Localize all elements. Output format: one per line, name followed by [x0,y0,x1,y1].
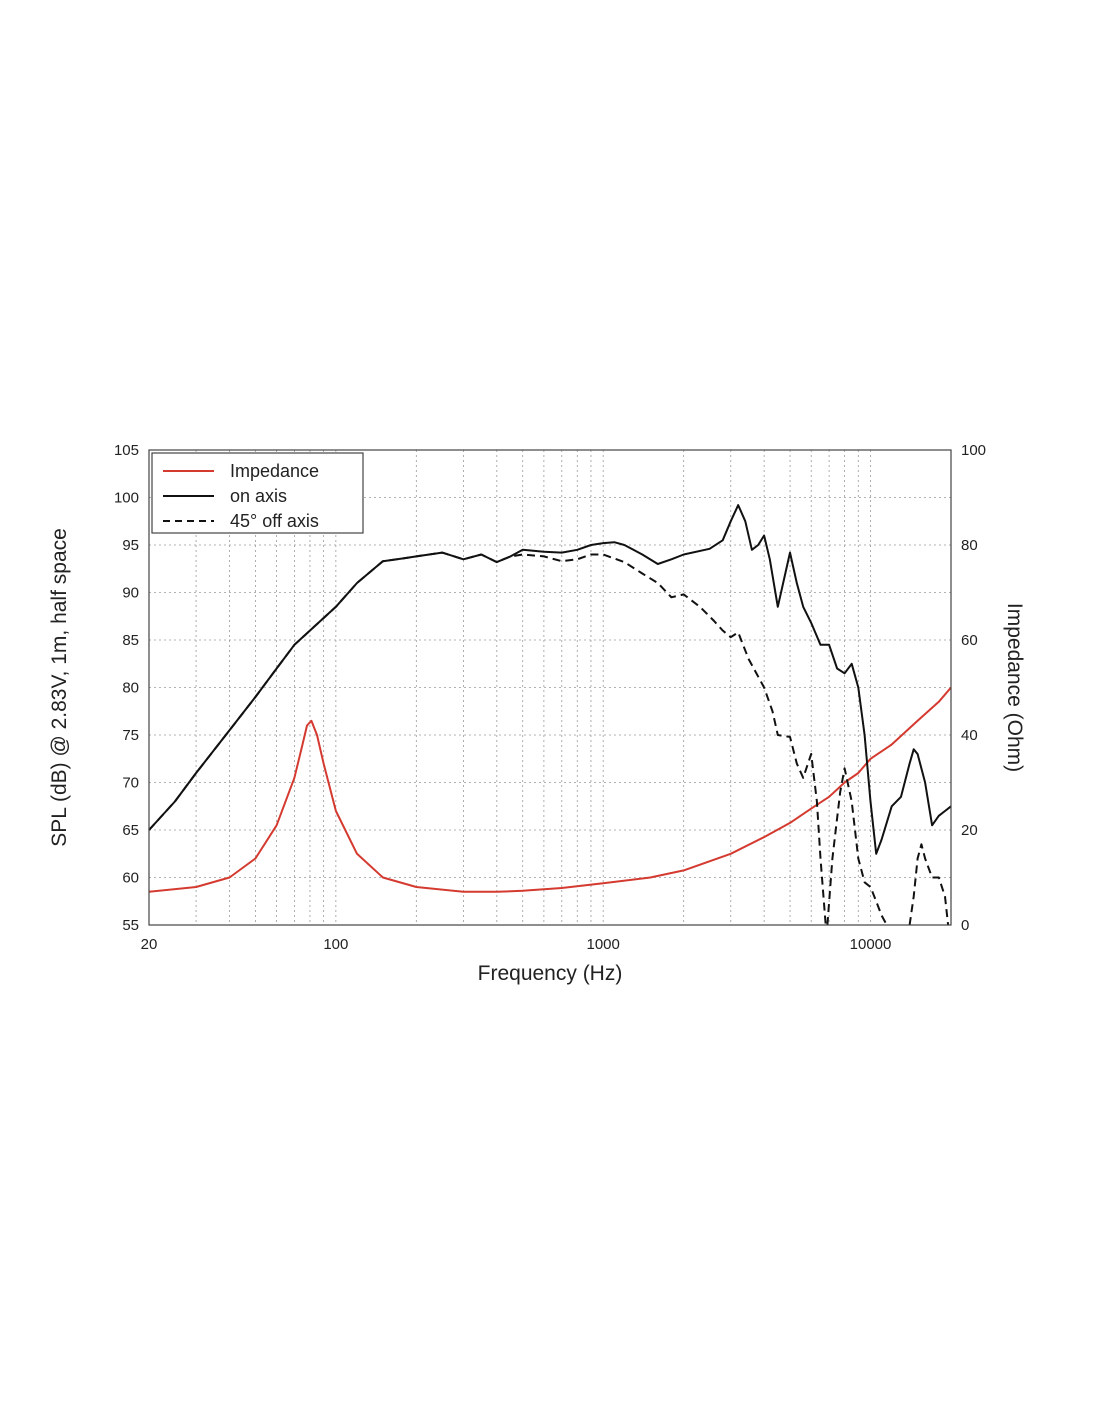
x-tick-label: 100 [323,936,348,953]
series-line-on-axis [148,504,952,855]
legend: Impedance on axis 45° off axis [151,452,364,534]
y-tick-label: 90 [122,585,139,602]
x-tick-label: 1000 [587,936,620,953]
series-line-45-off-axis [148,551,827,926]
y-tick-label: 80 [122,680,139,697]
y2-tick-label: 80 [961,537,978,554]
x-axis-title: Frequency (Hz) [478,962,623,985]
y2-tick-label: 20 [961,822,978,839]
y2-tick-label: 40 [961,727,978,744]
y-tick-label: 105 [114,442,139,459]
y-axis-title: SPL (dB) @ 2.83V, 1m, half space [48,528,71,847]
y2-tick-label: 60 [961,632,978,649]
y-tick-label: 60 [122,870,139,887]
y-tick-label: 75 [122,727,139,744]
series-line-45-off-axis [908,843,950,926]
legend-label-off-axis: 45° off axis [230,511,319,531]
plot-frame [148,449,952,926]
series-lines [148,504,952,926]
x-tick-label: 20 [141,936,158,953]
tick-labels: 20 100 1000 10000 55 60 65 70 75 80 85 90 95 100 105 0 2… [114,442,986,953]
legend-box [151,452,364,534]
y2-tick-label: 0 [961,917,969,934]
legend-label-impedance: Impedance [230,461,319,481]
y-tick-label: 55 [122,917,139,934]
grid [149,450,951,925]
y2-axis-title: Impedance (Ohm) [1003,603,1026,772]
y-tick-label: 95 [122,537,139,554]
x-tick-label: 10000 [850,936,892,953]
y-tick-label: 100 [114,490,139,507]
series-line-45-off-axis [826,767,888,926]
y-tick-label: 85 [122,632,139,649]
y-tick-label: 65 [122,822,139,839]
y-tick-label: 70 [122,775,139,792]
series-line-impedance [148,686,952,893]
y2-tick-label: 100 [961,442,986,459]
legend-label-on-axis: on axis [230,486,287,506]
